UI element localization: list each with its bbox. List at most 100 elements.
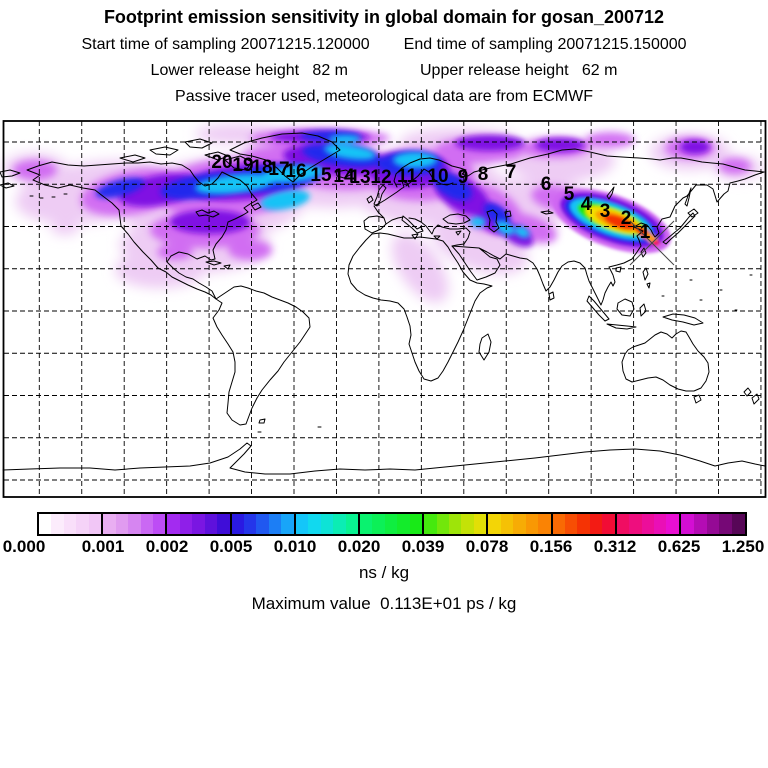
colorbar-tick-label: 0.002 [145,537,189,556]
colorbar-shade-cell [473,514,487,534]
coast-north-america [0,138,262,300]
trajectory-day-label: 17 [268,159,289,180]
colorbar-tick-label: 0.078 [465,537,509,556]
sampling-times-row: Start time of sampling 20071215.120000 E… [0,36,768,54]
colorbar-shade-cell [409,514,423,534]
colorbar-tick-label: 0.039 [401,537,445,556]
colorbar-shade-cell [308,514,321,534]
receptor-cross-line [629,220,675,266]
colorbar-tick-label: 0.000 [2,537,46,556]
coast-asia [451,171,765,306]
colorbar-segment [167,514,232,534]
colorbar-shade-cell [449,514,462,534]
colorbar-tick-label: 0.625 [657,537,701,556]
colorbar-shade-cell [39,514,52,534]
colorbar-shade-cell [654,514,667,534]
trajectory-day-label: 5 [564,184,575,205]
colorbar-shade-cell [706,514,720,534]
colorbar-tick-label: 0.010 [273,537,317,556]
max-value-line: Maximum value 0.113E+01 ps / kg [251,594,517,613]
colorbar-shade-cell [564,514,578,534]
colorbar-shade-cell [333,514,346,534]
tracer-note: Passive tracer used, meteorological data… [175,88,593,105]
colorbar-shade-cell [179,514,193,534]
colorbar-shade-cell [602,514,615,534]
colorbar-shade-cell [666,514,679,534]
colorbar-shade-cell [231,514,244,534]
colorbar-segment [424,514,489,534]
colorbar-shade-cell [461,514,474,534]
colorbar-shade-cell [167,514,180,534]
colorbar-shade-cell [192,514,205,534]
trajectory-day-label: 1 [640,222,651,243]
trajectory-day-label: 4 [581,194,592,215]
coast-antarctica [2,426,766,475]
trajectory-day-label: 18 [251,157,272,178]
trajectory-day-label: 11 [397,166,418,187]
colorbar-shade-cell [693,514,707,534]
colorbar-tick-label: 0.312 [593,537,637,556]
colorbar-tick-label: 0.020 [337,537,381,556]
coast-africa [347,232,493,382]
colorbar-shade-cell [719,514,733,534]
colorbar-tick-label: 0.156 [529,537,573,556]
coastlines [0,132,766,475]
colorbar-shade-cell [76,514,89,534]
trajectory-day-label: 16 [285,161,306,182]
trajectory-day-label: 20 [211,152,232,173]
colorbar-shade-cell [244,514,257,534]
figure-title: Footprint emission sensitivity in global… [103,7,665,27]
coast-southeast-asia-oceania [586,267,760,405]
colorbar-tick-label: 0.001 [81,537,125,556]
colorbar-segment [616,514,681,534]
colorbar-segment [488,514,553,534]
colorbar-shade-cell [680,514,694,534]
upper-release-label: Upper release height 62 m [420,62,618,79]
colorbar-segment [295,514,360,534]
map-frame [2,120,767,498]
colorbar-shade-cell [552,514,565,534]
colorbar-shade-cell [436,514,449,534]
colorbar-shade-cell [641,514,654,534]
colorbar-shade-cell [63,514,77,534]
colorbar-shade-cell [256,514,269,534]
graticule-gridlines [4,121,764,497]
colorbar-shade-cell [281,514,294,534]
colorbar-segment [103,514,168,534]
colorbar-shade-cell [589,514,603,534]
trajectory-day-label: 14 [333,166,355,187]
receptor-cross-marker [629,220,675,266]
trajectory-day-label: 2 [621,208,632,229]
colorbar-shade-cell [616,514,630,534]
colorbar-shade-cell [424,514,437,534]
colorbar-shade-cell [538,514,551,534]
coast-south-america [212,285,311,426]
colorbar-shade-cell [345,514,358,534]
trajectory-day-label: 10 [427,166,448,187]
trajectory-day-label: 13 [349,167,370,188]
trajectory-day-label: 8 [478,164,489,185]
colorbar-shade-cell [115,514,129,534]
colorbar-tick-label: 0.005 [209,537,253,556]
colorbar-segment [231,514,296,534]
colorbar-shade-cell [577,514,590,534]
trajectory-day-label: 12 [370,167,391,188]
colorbar-shade-cell [217,514,230,534]
colorbar-shade-cell [51,514,64,534]
colorbar [37,512,747,536]
colorbar-shade-cell [359,514,373,534]
release-heights-row: Lower release height 82 m Upper release … [0,62,768,80]
colorbar-shade-cell [128,514,141,534]
colorbar-shade-cell [525,514,539,534]
colorbar-shade-cell [500,514,514,534]
colorbar-segment [680,514,746,534]
trajectory-day-label: 3 [600,201,611,222]
colorbar-shade-cell [320,514,334,534]
trajectory-day-label: 6 [541,174,552,195]
lower-release-label: Lower release height 82 m [150,62,348,79]
colorbar-shade-cell [88,514,102,534]
coast-greenland-iceland [229,132,353,183]
